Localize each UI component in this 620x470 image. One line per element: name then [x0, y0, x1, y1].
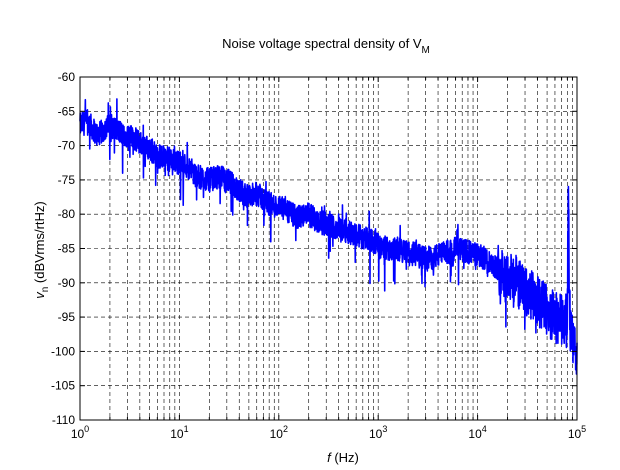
x-axis-label: f (Hz) [327, 450, 359, 465]
y-tick-label: -60 [58, 70, 76, 84]
noise-spectrum-line [79, 98, 578, 375]
tick-labels: 100 101 102 103 104 105 -60 -65 -70 -75 -80 -85 -90 -… [51, 70, 586, 441]
y-tick-label: -105 [51, 379, 75, 393]
y-tick-label: -80 [58, 207, 76, 221]
y-tick-label: -65 [58, 104, 76, 118]
x-tick-label: 104 [468, 424, 486, 441]
x-tick-label: 103 [369, 424, 387, 441]
tick-marks [79, 76, 577, 421]
grid-lines [80, 77, 577, 420]
y-tick-label: -85 [58, 242, 76, 256]
y-axis-label: vn (dBVrms/rtHz) [32, 201, 51, 299]
y-tick-label: -110 [52, 413, 75, 427]
x-tick-label: 105 [568, 424, 586, 441]
y-tick-label: -95 [58, 310, 76, 324]
y-tick-label: -100 [51, 344, 75, 358]
x-tick-label: 101 [170, 424, 188, 441]
series-group [79, 98, 578, 375]
y-tick-label: -90 [58, 276, 76, 290]
y-tick-label: -70 [58, 139, 76, 153]
x-tick-label: 102 [270, 424, 288, 441]
chart-title: Noise voltage spectral density of VM [222, 36, 430, 56]
y-tick-label: -75 [58, 173, 76, 187]
x-tick-label: 100 [71, 424, 89, 441]
